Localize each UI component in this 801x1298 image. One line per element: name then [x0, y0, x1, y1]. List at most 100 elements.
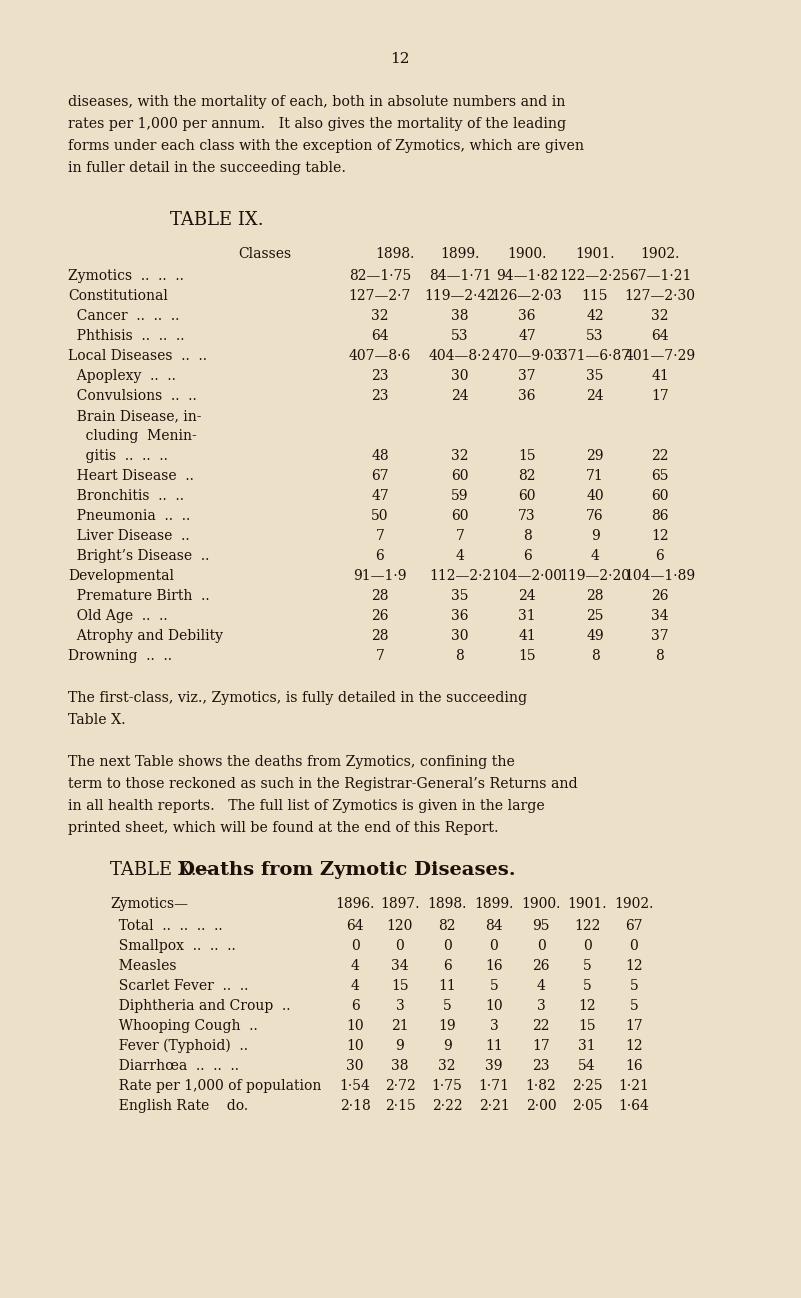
Text: 371—6·87: 371—6·87	[559, 349, 630, 363]
Text: rates per 1,000 per annum.   It also gives the mortality of the leading: rates per 1,000 per annum. It also gives…	[68, 117, 566, 131]
Text: 126—2·03: 126—2·03	[492, 289, 562, 302]
Text: 17: 17	[625, 1019, 643, 1033]
Text: English Rate    do.: English Rate do.	[110, 1099, 248, 1112]
Text: 2·15: 2·15	[384, 1099, 416, 1112]
Text: 119—2·20: 119—2·20	[560, 569, 630, 583]
Text: 30: 30	[451, 630, 469, 643]
Text: 60: 60	[451, 469, 469, 483]
Text: Total  ..  ..  ..  ..: Total .. .. .. ..	[110, 919, 223, 933]
Text: 6: 6	[522, 549, 531, 563]
Text: Constitutional: Constitutional	[68, 289, 168, 302]
Text: 76: 76	[586, 509, 604, 523]
Text: Classes: Classes	[239, 247, 292, 261]
Text: 0: 0	[489, 938, 498, 953]
Text: 12: 12	[626, 959, 643, 974]
Text: Developmental: Developmental	[68, 569, 174, 583]
Text: 37: 37	[651, 630, 669, 643]
Text: 71: 71	[586, 469, 604, 483]
Text: 39: 39	[485, 1059, 503, 1073]
Text: 49: 49	[586, 630, 604, 643]
Text: 26: 26	[371, 609, 388, 623]
Text: 50: 50	[371, 509, 388, 523]
Text: 32: 32	[651, 309, 669, 323]
Text: 26: 26	[651, 589, 669, 604]
Text: 104—1·89: 104—1·89	[625, 569, 695, 583]
Text: 127—2·7: 127—2·7	[348, 289, 411, 302]
Text: 10: 10	[346, 1038, 364, 1053]
Text: Diarrhœa  ..  ..  ..: Diarrhœa .. .. ..	[110, 1059, 239, 1073]
Text: 4: 4	[351, 979, 360, 993]
Text: Measles: Measles	[110, 959, 176, 974]
Text: 23: 23	[532, 1059, 549, 1073]
Text: 28: 28	[371, 630, 388, 643]
Text: TABLE X.—: TABLE X.—	[110, 861, 215, 879]
Text: 64: 64	[346, 919, 364, 933]
Text: 16: 16	[485, 959, 503, 974]
Text: Drowning  ..  ..: Drowning .. ..	[68, 649, 172, 663]
Text: 54: 54	[578, 1059, 596, 1073]
Text: 38: 38	[391, 1059, 409, 1073]
Text: 11: 11	[485, 1038, 503, 1053]
Text: 15: 15	[578, 1019, 596, 1033]
Text: 5: 5	[489, 979, 498, 993]
Text: 59: 59	[451, 489, 469, 504]
Text: 37: 37	[518, 369, 536, 383]
Text: 65: 65	[651, 469, 669, 483]
Text: 0: 0	[396, 938, 405, 953]
Text: 1·82: 1·82	[525, 1079, 557, 1093]
Text: 1900.: 1900.	[507, 247, 547, 261]
Text: 12: 12	[390, 52, 410, 66]
Text: 9: 9	[590, 530, 599, 543]
Text: in all health reports.   The full list of Zymotics is given in the large: in all health reports. The full list of …	[68, 800, 545, 813]
Text: 5: 5	[630, 979, 638, 993]
Text: 26: 26	[532, 959, 549, 974]
Text: 3: 3	[489, 1019, 498, 1033]
Text: 1902.: 1902.	[614, 897, 654, 911]
Text: Apoplexy  ..  ..: Apoplexy .. ..	[68, 369, 176, 383]
Text: Liver Disease  ..: Liver Disease ..	[68, 530, 190, 543]
Text: Table X.: Table X.	[68, 713, 126, 727]
Text: 38: 38	[451, 309, 469, 323]
Text: 22: 22	[651, 449, 669, 463]
Text: 1902.: 1902.	[640, 247, 680, 261]
Text: 0: 0	[537, 938, 545, 953]
Text: Premature Birth  ..: Premature Birth ..	[68, 589, 210, 604]
Text: cluding  Menin-: cluding Menin-	[68, 430, 197, 443]
Text: 0: 0	[443, 938, 452, 953]
Text: 23: 23	[371, 369, 388, 383]
Text: Bright’s Disease  ..: Bright’s Disease ..	[68, 549, 209, 563]
Text: 1·21: 1·21	[618, 1079, 650, 1093]
Text: 1·71: 1·71	[478, 1079, 509, 1093]
Text: Deaths from Zymotic Diseases.: Deaths from Zymotic Diseases.	[178, 861, 516, 879]
Text: 67: 67	[626, 919, 643, 933]
Text: 91—1·9: 91—1·9	[353, 569, 407, 583]
Text: 9: 9	[396, 1038, 405, 1053]
Text: 73: 73	[518, 509, 536, 523]
Text: 2·00: 2·00	[525, 1099, 557, 1112]
Text: 2·21: 2·21	[479, 1099, 509, 1112]
Text: 0: 0	[351, 938, 360, 953]
Text: TABLE IX.: TABLE IX.	[170, 212, 264, 228]
Text: 25: 25	[586, 609, 604, 623]
Text: The first-class, viz., Zymotics, is fully detailed in the succeeding: The first-class, viz., Zymotics, is full…	[68, 691, 527, 705]
Text: 40: 40	[586, 489, 604, 504]
Text: 1896.: 1896.	[336, 897, 375, 911]
Text: 53: 53	[451, 328, 469, 343]
Text: 42: 42	[586, 309, 604, 323]
Text: 35: 35	[451, 589, 469, 604]
Text: 119—2·42: 119—2·42	[425, 289, 496, 302]
Text: 28: 28	[371, 589, 388, 604]
Text: 12: 12	[578, 999, 596, 1012]
Text: 53: 53	[586, 328, 604, 343]
Text: Scarlet Fever  ..  ..: Scarlet Fever .. ..	[110, 979, 248, 993]
Text: 36: 36	[518, 309, 536, 323]
Text: 5: 5	[630, 999, 638, 1012]
Text: 19: 19	[438, 1019, 456, 1033]
Text: forms under each class with the exception of Zymotics, which are given: forms under each class with the exceptio…	[68, 139, 584, 153]
Text: 404—8·2: 404—8·2	[429, 349, 491, 363]
Text: 36: 36	[518, 389, 536, 402]
Text: Old Age  ..  ..: Old Age .. ..	[68, 609, 167, 623]
Text: 104—2·00: 104—2·00	[492, 569, 562, 583]
Text: 1898.: 1898.	[376, 247, 415, 261]
Text: 2·18: 2·18	[340, 1099, 370, 1112]
